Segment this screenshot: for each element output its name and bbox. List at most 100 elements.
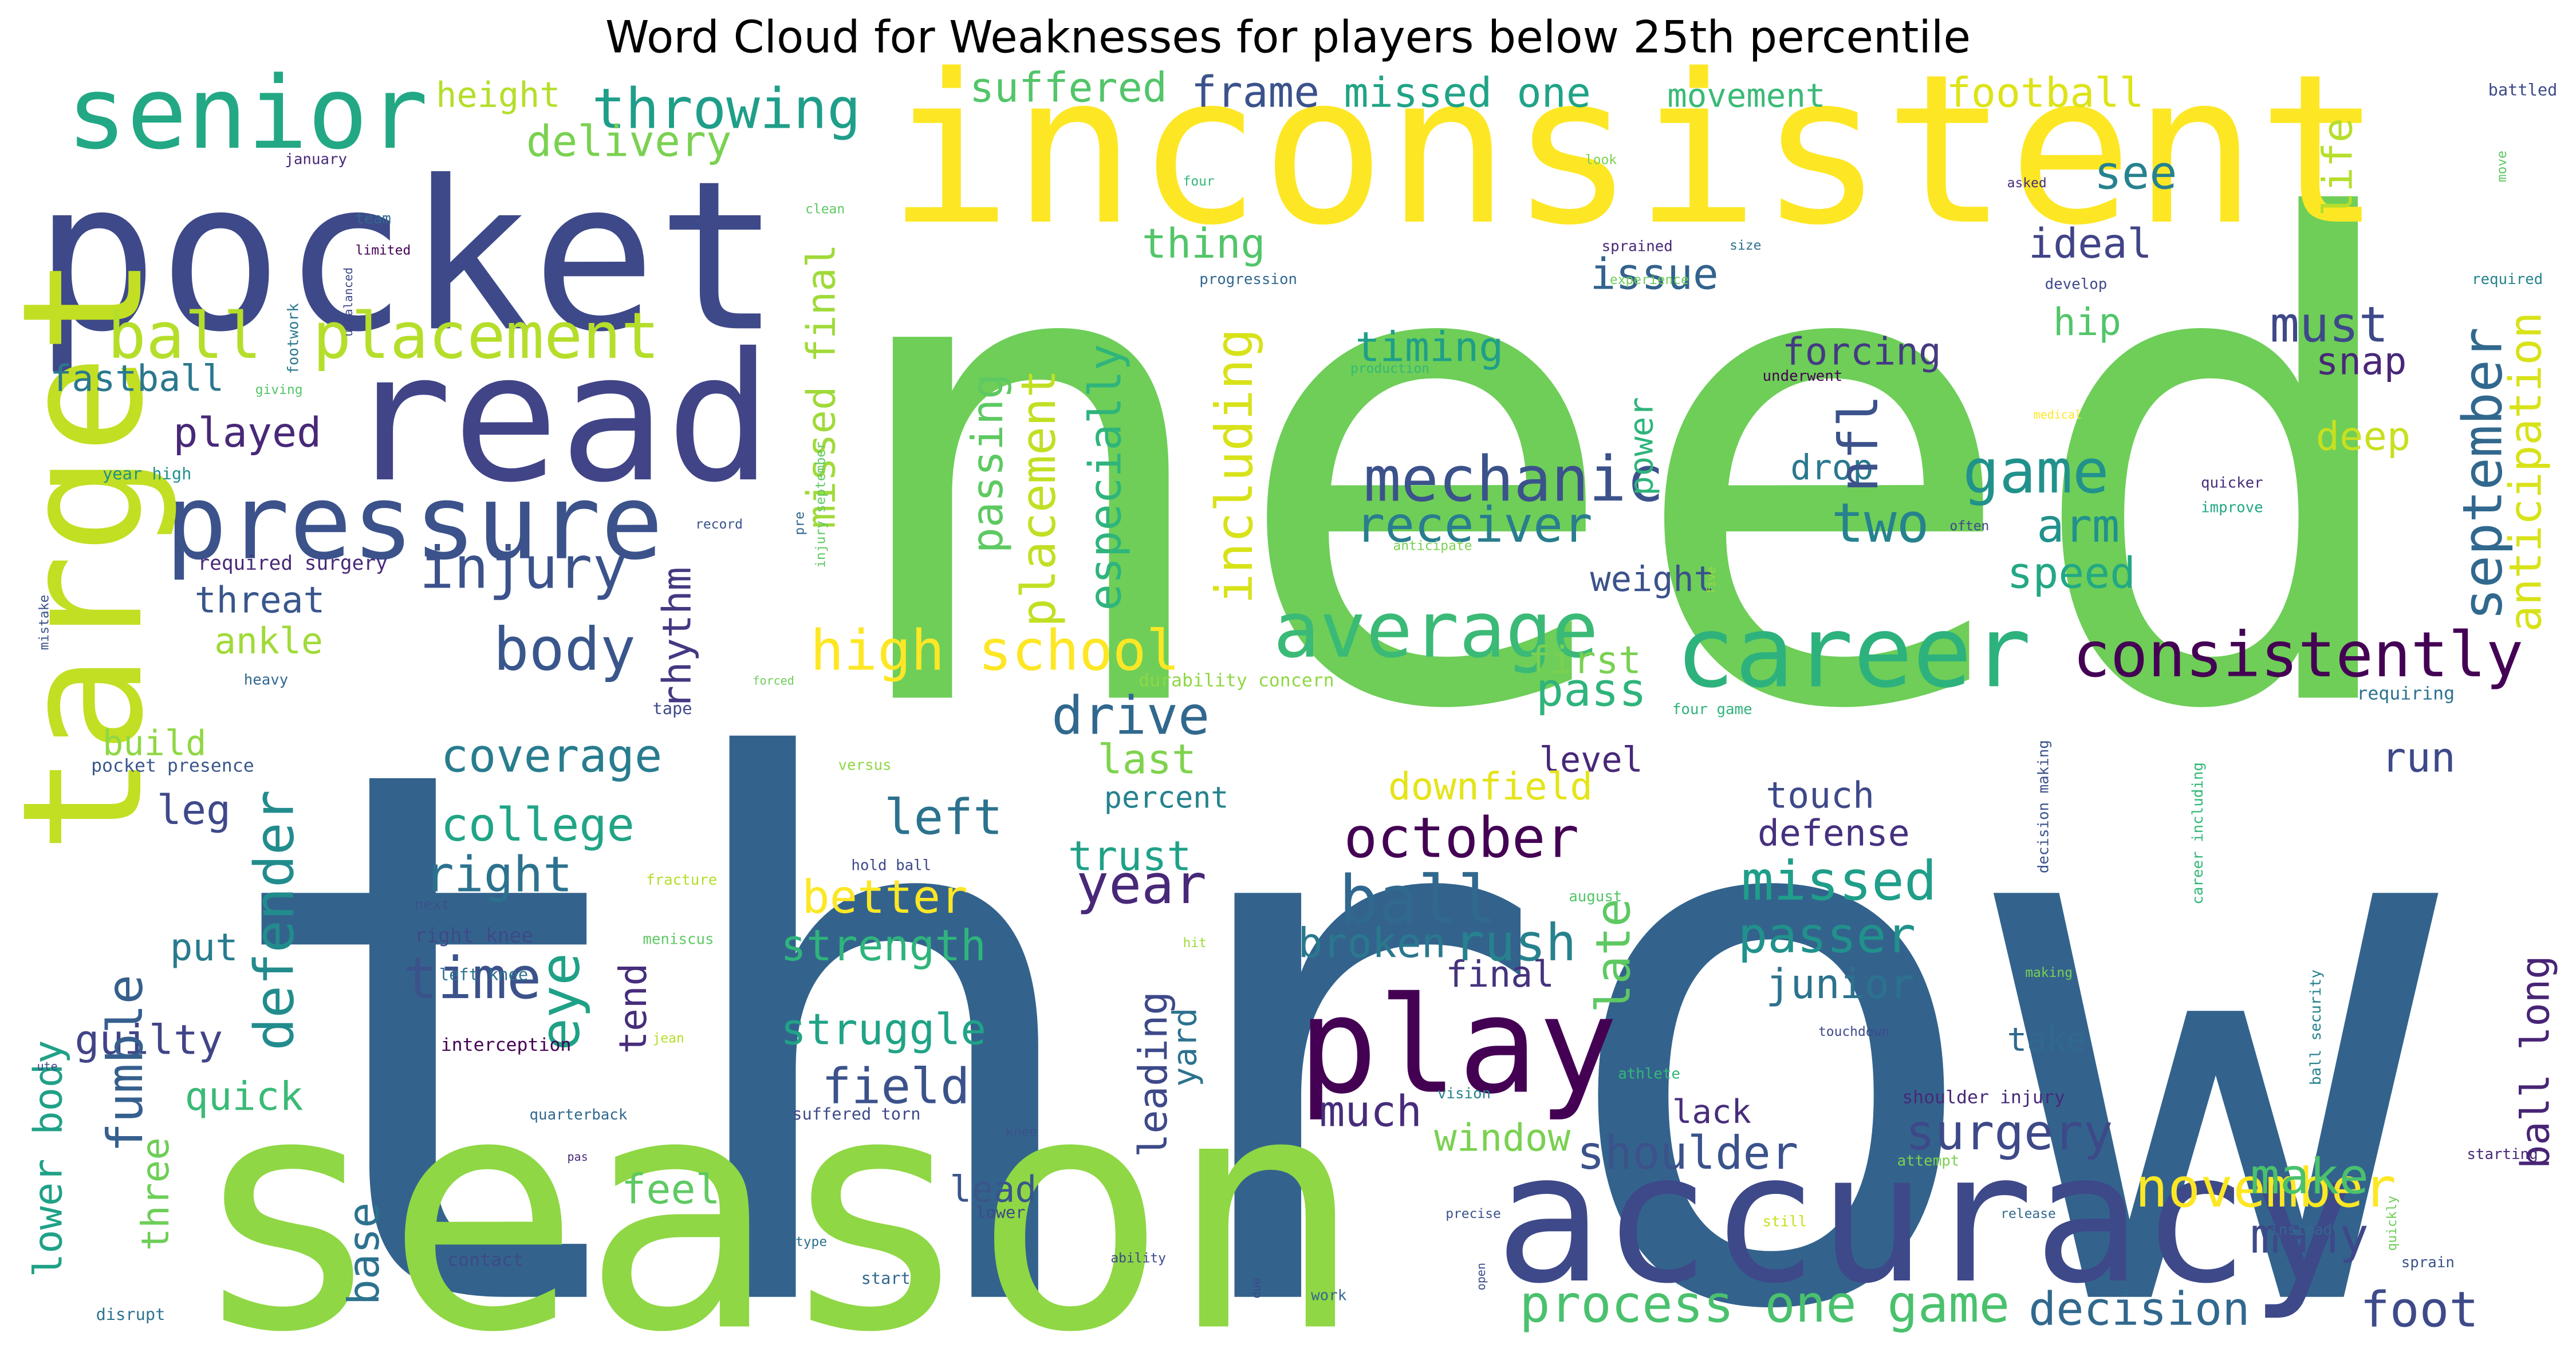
word: snap bbox=[2316, 340, 2407, 384]
word: leading bbox=[1131, 991, 1176, 1157]
word: first bbox=[1528, 638, 1641, 682]
word: right bbox=[424, 846, 573, 904]
word: process one game bbox=[1519, 1275, 2010, 1334]
word: receiver bbox=[1356, 496, 1593, 554]
word: pocket bbox=[34, 137, 781, 377]
word: underwent bbox=[1763, 368, 1843, 385]
word: vision bbox=[1437, 1085, 1491, 1102]
chart-title: Word Cloud for Weaknesses for players be… bbox=[605, 12, 1971, 64]
word: quicker bbox=[2201, 474, 2263, 491]
word: strength bbox=[781, 921, 986, 971]
word: played bbox=[173, 408, 321, 456]
word: ankle bbox=[214, 620, 323, 662]
word: senior bbox=[66, 56, 428, 172]
word: read bbox=[345, 316, 773, 522]
word: october bbox=[1344, 805, 1579, 870]
word: lack bbox=[1672, 1093, 1751, 1131]
word: hip bbox=[2053, 300, 2121, 344]
word: five bbox=[1704, 567, 1718, 594]
word: unbalanced bbox=[341, 267, 355, 337]
word: must bbox=[2270, 296, 2388, 353]
word: instead bbox=[2270, 1221, 2332, 1239]
word: placement bbox=[1011, 369, 1066, 627]
word: body bbox=[493, 616, 636, 684]
word: move bbox=[2495, 151, 2510, 182]
word: three bbox=[133, 1137, 178, 1251]
word: fracture bbox=[646, 872, 717, 889]
word: lower bbox=[976, 1203, 1025, 1222]
word: left knee bbox=[439, 964, 528, 984]
word: football bbox=[1947, 68, 2144, 116]
word: high school bbox=[810, 618, 1180, 683]
word: year high bbox=[103, 464, 191, 483]
word: disrupt bbox=[96, 1304, 166, 1324]
word: take bbox=[2007, 1020, 2086, 1059]
word: attempt bbox=[1897, 1152, 1960, 1169]
word: weight bbox=[1590, 559, 1714, 600]
word: open bbox=[1474, 1263, 1488, 1290]
word: mechanic bbox=[1364, 443, 1664, 515]
word: forced bbox=[753, 673, 794, 687]
word: speed bbox=[2007, 548, 2136, 598]
word: deep bbox=[2316, 414, 2411, 460]
word: four bbox=[1183, 174, 1215, 189]
word: production bbox=[1350, 361, 1429, 376]
word: percent bbox=[1104, 781, 1228, 815]
word: ball security bbox=[2307, 969, 2325, 1085]
word: contact bbox=[447, 1249, 523, 1270]
word: game bbox=[1963, 437, 2109, 507]
word: defender bbox=[243, 790, 306, 1051]
word: career bbox=[1676, 594, 2031, 709]
word: ability bbox=[1110, 1251, 1166, 1266]
word: requiring bbox=[2357, 683, 2455, 704]
word: size bbox=[1730, 238, 1761, 253]
word: rhythm bbox=[654, 567, 700, 709]
word: passing bbox=[963, 373, 1013, 553]
word: pas bbox=[567, 1150, 588, 1164]
word: make bbox=[2250, 1148, 2369, 1205]
word: start bbox=[861, 1268, 911, 1288]
word: consistently bbox=[2073, 618, 2523, 691]
word: surgery bbox=[1905, 1104, 2113, 1161]
word: due bbox=[1249, 1278, 1263, 1298]
word: quarterback bbox=[530, 1106, 628, 1124]
word: heavy bbox=[244, 671, 289, 688]
word: giving bbox=[255, 383, 303, 397]
word: thing bbox=[1142, 219, 1266, 267]
word: pocket presence bbox=[91, 755, 254, 776]
word: experience bbox=[1610, 273, 1689, 287]
word: last bbox=[1097, 735, 1196, 783]
word: broken bbox=[1298, 919, 1446, 967]
word: level bbox=[1539, 740, 1643, 780]
word: issue bbox=[1590, 250, 1718, 299]
word: january bbox=[285, 151, 347, 168]
word: september bbox=[2452, 327, 2515, 621]
word: ideal bbox=[2028, 219, 2152, 267]
word: ball bbox=[1339, 862, 1497, 939]
word: inconsistent bbox=[887, 30, 2382, 271]
word: nfl bbox=[1827, 395, 1890, 492]
word: decision making bbox=[2035, 740, 2052, 873]
word: suffered torn bbox=[792, 1104, 920, 1124]
word: window bbox=[1434, 1116, 1570, 1160]
word: next bbox=[415, 896, 450, 913]
word: throw bbox=[214, 612, 2444, 1356]
word: eye bbox=[529, 953, 592, 1051]
word: drive bbox=[1051, 685, 1210, 746]
word: footwork bbox=[285, 303, 302, 375]
word: touch bbox=[1766, 774, 1874, 816]
word: improve bbox=[2201, 499, 2263, 516]
word: two bbox=[1831, 492, 1929, 555]
word: mistake bbox=[37, 595, 52, 651]
word: life bbox=[2314, 118, 2362, 217]
word: develop bbox=[2045, 276, 2108, 293]
word: target bbox=[0, 255, 180, 854]
word: need bbox=[830, 85, 2419, 853]
word: left bbox=[884, 789, 1003, 846]
word: late bbox=[1585, 898, 1641, 1013]
word: touchdown bbox=[1818, 1024, 1889, 1039]
word: play bbox=[1298, 968, 1618, 1123]
word: often bbox=[1949, 519, 1989, 534]
word: missed one bbox=[1344, 68, 1590, 116]
word: field bbox=[822, 1058, 970, 1115]
